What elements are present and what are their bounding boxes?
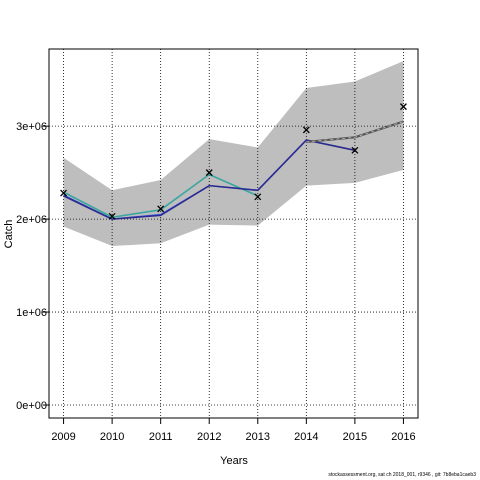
axes: 2009 2010 2011 2012 2013 2014 2015 2016 0e+00 1e+…: [16, 48, 419, 443]
observed-point-stroke: [108, 212, 116, 220]
observed-point: [157, 205, 165, 213]
y-tick-label: 1e+06: [16, 307, 47, 319]
observed-point-stroke: [60, 189, 68, 197]
series-line-1: [63, 173, 259, 219]
x-tick-label: 2009: [51, 431, 75, 443]
observed-point: [205, 169, 213, 177]
observed-point-stroke: [205, 169, 213, 177]
x-tick-label: 2014: [294, 431, 318, 443]
series-line-5: [306, 121, 404, 143]
observed-point-stroke: [302, 126, 310, 134]
x-axis-title: Years: [220, 455, 248, 467]
observed-point: [399, 103, 407, 111]
observed-point-stroke: [351, 146, 359, 154]
observed-point-stroke: [254, 193, 262, 201]
y-axis-title: Catch: [3, 220, 15, 249]
plot-area: [49, 49, 418, 418]
y-tick-label: 3e+06: [16, 121, 47, 133]
observed-point: [351, 146, 359, 154]
x-tick-label: 2015: [343, 431, 367, 443]
observed-point-stroke: [399, 103, 407, 111]
x-tick-label: 2011: [149, 431, 173, 443]
observed-point: [254, 193, 262, 201]
y-tick-label: 0e+00: [16, 400, 47, 412]
observed-point: [60, 189, 68, 197]
observed-point: [108, 212, 116, 220]
x-tick-label: 2013: [246, 431, 270, 443]
footer-note: stockassessment.org, sat ch 2018_001, r9…: [328, 472, 476, 478]
x-tick-label: 2012: [197, 431, 221, 443]
plot-frame: [48, 48, 419, 419]
confidence-band: [63, 61, 404, 247]
y-tick-label: 2e+06: [16, 214, 47, 226]
x-tick-label: 2016: [391, 431, 415, 443]
observed-point-stroke: [157, 205, 165, 213]
x-tick-label: 2010: [100, 431, 124, 443]
series-line-3: [63, 139, 356, 220]
observed-point: [302, 126, 310, 134]
